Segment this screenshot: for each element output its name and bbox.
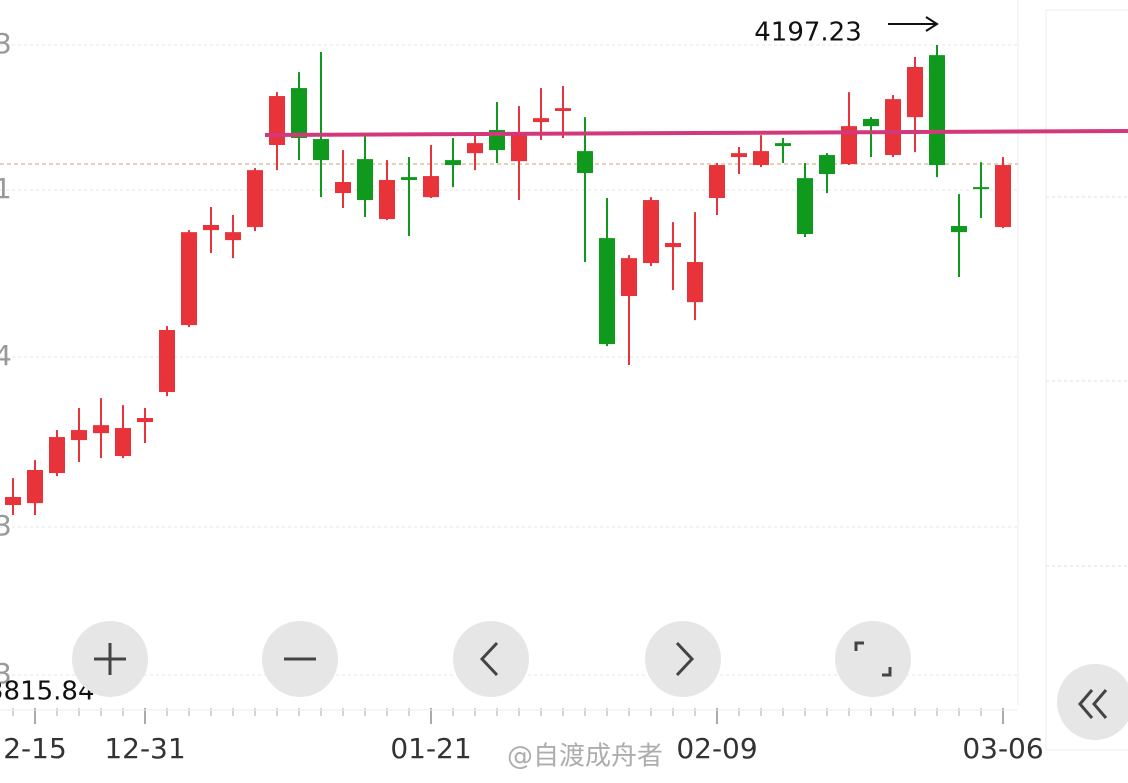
- candle-body: [159, 330, 175, 393]
- candle-body: [93, 425, 109, 434]
- candle-body: [533, 118, 549, 123]
- candle-body: [731, 153, 747, 158]
- high-annotation: 4197.23: [754, 18, 862, 48]
- candle-body: [775, 143, 791, 147]
- candle-body: [621, 258, 637, 297]
- candle-body: [753, 151, 769, 166]
- candle-body: [687, 262, 703, 303]
- candle-body: [291, 88, 307, 139]
- candle-body: [511, 135, 527, 162]
- next-button[interactable]: [645, 621, 721, 697]
- side-panel: [1045, 9, 1128, 751]
- candle-body: [49, 437, 65, 474]
- prev-button[interactable]: [453, 621, 529, 697]
- candle-body: [269, 96, 285, 145]
- candle-body: [115, 428, 131, 457]
- candle-body: [313, 139, 329, 161]
- y-tick-label: 3: [0, 657, 12, 690]
- y-tick-label: 3: [0, 27, 12, 60]
- candle-body: [379, 179, 395, 220]
- candle-body: [137, 418, 153, 423]
- zoom-in-button[interactable]: [72, 621, 148, 697]
- candle-body: [335, 182, 351, 194]
- candle-body: [203, 225, 219, 231]
- y-tick-label: 1: [0, 172, 12, 205]
- candle-body: [445, 160, 461, 166]
- candle-body: [973, 187, 989, 190]
- candle-body: [665, 243, 681, 248]
- candle-body: [467, 143, 483, 154]
- x-tick-label: 2-15: [3, 732, 67, 765]
- candle-body: [885, 99, 901, 156]
- candle-body: [577, 151, 593, 174]
- x-tick-label: 03-06: [962, 732, 1043, 765]
- candle-body: [599, 238, 615, 345]
- candle-body: [995, 165, 1011, 228]
- candle-body: [907, 67, 923, 118]
- candle-body: [71, 430, 87, 441]
- watermark: @自渡成舟者: [507, 742, 663, 772]
- x-tick-label: 12-31: [104, 732, 185, 765]
- candle-body: [819, 155, 835, 175]
- candle-body: [555, 108, 571, 112]
- candle-body: [797, 178, 813, 235]
- candle-body: [929, 55, 945, 166]
- candle-body: [841, 126, 857, 165]
- candle-body: [357, 159, 373, 201]
- candle-body: [5, 497, 21, 505]
- candle-body: [225, 232, 241, 241]
- x-tick-label: 01-21: [390, 732, 471, 765]
- y-tick-label: 3: [0, 509, 12, 542]
- candle-body: [423, 176, 439, 198]
- plot-area: [0, 0, 1018, 705]
- trend-line: [264, 129, 1128, 137]
- candle-body: [181, 232, 197, 326]
- candle-body: [709, 165, 725, 198]
- x-tick-label: 02-09: [676, 732, 757, 765]
- zoom-out-button[interactable]: [262, 621, 338, 697]
- candle-body: [401, 177, 417, 180]
- candle-body: [27, 470, 43, 504]
- arrow: [888, 16, 939, 32]
- candle-body: [951, 226, 967, 233]
- candle-body: [863, 118, 879, 127]
- y-tick-label: 4: [0, 339, 12, 372]
- fullscreen-button[interactable]: [835, 621, 911, 697]
- candle-body: [247, 170, 263, 228]
- collapse-button[interactable]: [1057, 664, 1128, 740]
- candle-body: [643, 200, 659, 264]
